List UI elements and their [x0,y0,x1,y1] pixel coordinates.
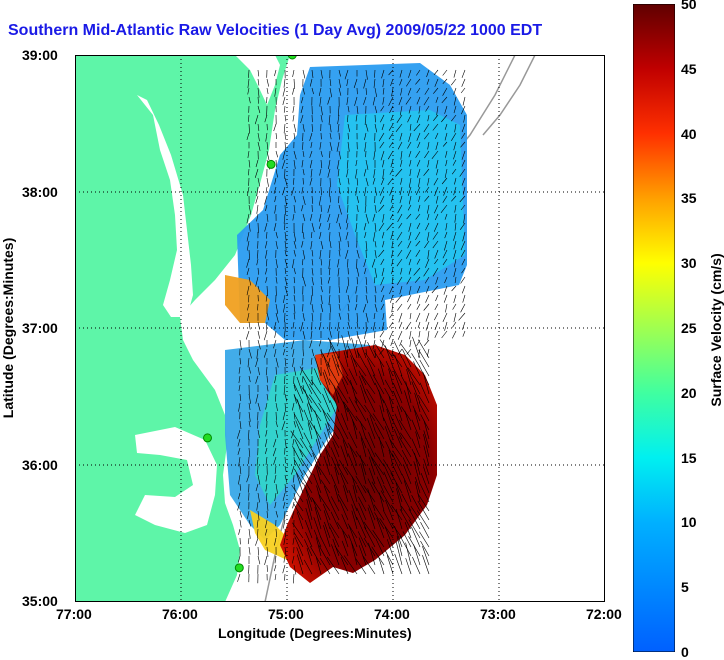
y-tick-label: 36:00 [22,457,58,473]
colorbar-tick-label: 10 [681,514,697,530]
radar-station-marker [267,160,275,168]
colorbar-tick-label: 15 [681,450,697,466]
x-tick-label: 75:00 [268,606,304,622]
y-tick-label: 35:00 [22,593,58,609]
x-tick-label: 72:00 [586,606,622,622]
y-tick-label: 38:00 [22,184,58,200]
x-tick-label: 77:00 [56,606,92,622]
y-tick-label: 39:00 [22,47,58,63]
y-axis-label: Latitude (Degrees:Minutes) [0,238,16,418]
velocity-colorbar [633,4,675,652]
colorbar-tick-label: 0 [681,644,689,660]
radar-station-marker [204,434,212,442]
y-tick-label: 37:00 [22,320,58,336]
colorbar-tick-label: 45 [681,61,697,77]
colorbar-label: Surface Velocity (cm/s) [708,253,724,406]
x-tick-label: 74:00 [374,606,410,622]
colorbar-tick-label: 25 [681,320,697,336]
colorbar-tick-label: 50 [681,0,697,12]
map-title: Southern Mid-Atlantic Raw Velocities (1 … [8,22,542,40]
x-tick-label: 73:00 [480,606,516,622]
radar-station-marker [235,564,243,572]
colorbar-tick-label: 30 [681,255,697,271]
colorbar-tick-label: 5 [681,579,689,595]
velocity-map [75,55,605,602]
colorbar-tick-label: 35 [681,190,697,206]
colorbar-tick-label: 20 [681,385,697,401]
colorbar-tick-label: 40 [681,126,697,142]
x-tick-label: 76:00 [162,606,198,622]
x-axis-label: Longitude (Degrees:Minutes) [218,625,412,641]
